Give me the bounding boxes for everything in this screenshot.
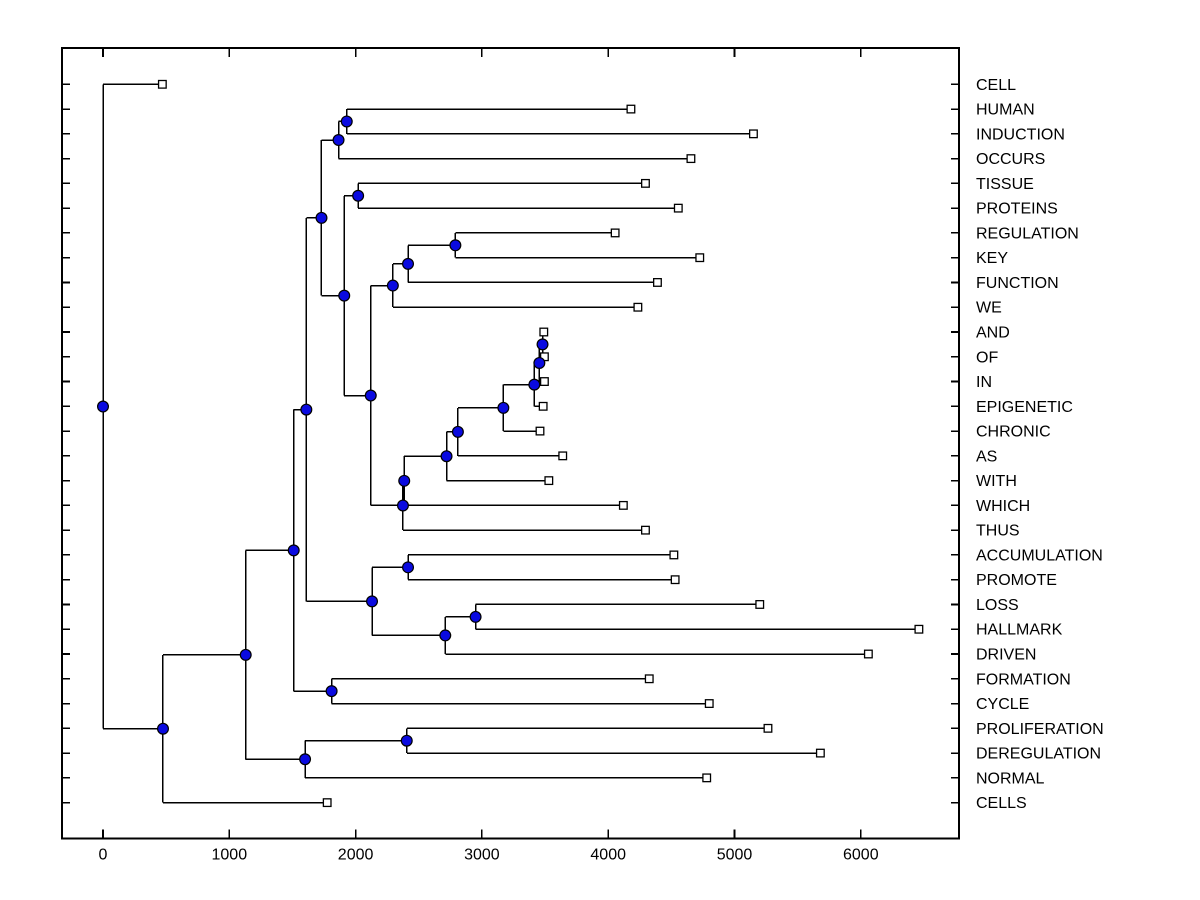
leaf-label-hallmark: HALLMARK xyxy=(976,622,1063,639)
leaf-marker-occurs xyxy=(686,154,696,164)
x-axis-tick-label: 5000 xyxy=(717,847,753,864)
leaf-label-cell: CELL xyxy=(976,77,1016,94)
leaf-marker-proteins xyxy=(673,203,683,213)
branch-node-marker xyxy=(440,450,453,463)
branch-node-marker xyxy=(156,722,169,735)
branch-node-marker xyxy=(299,753,312,766)
leaf-label-of: OF xyxy=(976,349,998,366)
leaf-marker-deregulation xyxy=(815,748,825,758)
branch-node-marker xyxy=(364,389,377,402)
leaf-marker-and xyxy=(539,327,549,337)
leaf-label-human: HUMAN xyxy=(976,102,1035,119)
leaf-marker-thus xyxy=(641,525,650,535)
leaf-label-in: IN xyxy=(976,374,992,391)
leaf-marker-regulation xyxy=(610,228,620,238)
leaf-marker-we xyxy=(633,302,643,312)
leaf-label-epigenetic: EPIGENETIC xyxy=(976,399,1073,416)
leaf-label-which: WHICH xyxy=(976,498,1030,515)
branch-node-marker xyxy=(451,425,464,438)
leaf-marker-chronic xyxy=(535,426,545,436)
plot-box xyxy=(61,47,960,840)
branch-node-marker xyxy=(402,561,415,574)
branch-node-marker xyxy=(398,474,411,487)
branch-node-marker xyxy=(400,734,413,747)
leaf-label-regulation: REGULATION xyxy=(976,225,1079,242)
leaf-marker-which xyxy=(618,500,628,510)
leaf-marker-human xyxy=(626,104,636,114)
x-axis-tick-label: 0 xyxy=(99,847,108,864)
branch-node-marker xyxy=(528,378,541,391)
leaf-marker-formation xyxy=(644,674,654,684)
leaf-label-accumulation: ACCUMULATION xyxy=(976,547,1103,564)
leaf-label-as: AS xyxy=(976,448,997,465)
leaf-marker-function xyxy=(653,278,662,287)
branch-node-marker xyxy=(533,356,546,369)
x-axis-tick-label: 1000 xyxy=(212,847,248,864)
branch-node-marker xyxy=(449,239,462,252)
leaf-label-induction: INDUCTION xyxy=(976,126,1065,143)
leaf-marker-key xyxy=(695,253,705,263)
branch-node-marker xyxy=(96,400,109,413)
leaf-label-chronic: CHRONIC xyxy=(976,424,1051,441)
leaf-label-function: FUNCTION xyxy=(976,275,1059,292)
leaf-marker-as xyxy=(558,451,568,461)
x-axis-tick-label: 2000 xyxy=(338,847,374,864)
leaf-marker-proliferation xyxy=(763,723,773,733)
branch-node-marker xyxy=(340,115,353,128)
leaf-label-proliferation: PROLIFERATION xyxy=(976,721,1104,738)
branch-node-marker xyxy=(352,189,365,202)
leaf-label-cells: CELLS xyxy=(976,795,1027,812)
branch-node-marker xyxy=(439,629,452,642)
branch-node-marker xyxy=(396,499,409,512)
x-axis-tick-label: 6000 xyxy=(843,847,879,864)
leaf-marker-normal xyxy=(702,773,712,783)
x-axis-tick-label: 3000 xyxy=(464,847,500,864)
branch-node-marker xyxy=(469,610,482,623)
leaf-label-deregulation: DEREGULATION xyxy=(976,746,1101,763)
branch-node-marker xyxy=(325,685,338,698)
leaf-label-normal: NORMAL xyxy=(976,770,1045,787)
leaf-marker-with xyxy=(544,476,554,486)
leaf-marker-cell xyxy=(157,79,167,89)
leaf-label-tissue: TISSUE xyxy=(976,176,1034,193)
leaf-label-promote: PROMOTE xyxy=(976,572,1057,589)
branch-node-marker xyxy=(287,544,300,557)
branch-node-marker xyxy=(536,338,549,351)
leaf-label-key: KEY xyxy=(976,250,1008,267)
leaf-marker-cycle xyxy=(704,699,714,708)
leaf-marker-tissue xyxy=(641,178,650,188)
x-axis-tick-label: 4000 xyxy=(590,847,626,864)
leaf-label-thus: THUS xyxy=(976,523,1020,540)
leaf-marker-induction xyxy=(748,129,758,139)
branch-node-marker xyxy=(366,595,379,608)
leaf-marker-loss xyxy=(755,600,765,609)
branch-node-marker xyxy=(239,648,252,661)
leaf-label-cycle: CYCLE xyxy=(976,696,1029,713)
branch-node-marker xyxy=(386,279,399,292)
leaf-marker-accumulation xyxy=(669,550,679,560)
branch-node-marker xyxy=(300,403,313,416)
branch-node-marker xyxy=(402,257,415,270)
leaf-marker-driven xyxy=(863,649,873,659)
branch-node-marker xyxy=(338,289,351,302)
leaf-label-formation: FORMATION xyxy=(976,671,1071,688)
leaf-marker-in xyxy=(539,377,549,386)
leaf-marker-promote xyxy=(670,575,680,585)
leaf-label-and: AND xyxy=(976,325,1010,342)
branch-node-marker xyxy=(332,134,345,147)
branch-node-marker xyxy=(315,211,328,224)
leaf-label-we: WE xyxy=(976,300,1002,317)
leaf-label-proteins: PROTEINS xyxy=(976,201,1058,218)
branch-node-marker xyxy=(497,401,510,414)
leaf-marker-cells xyxy=(322,798,332,808)
leaf-label-with: WITH xyxy=(976,473,1017,490)
leaf-label-driven: DRIVEN xyxy=(976,647,1036,664)
leaf-label-loss: LOSS xyxy=(976,597,1019,614)
leaf-marker-hallmark xyxy=(914,624,924,634)
leaf-marker-epigenetic xyxy=(538,401,548,411)
leaf-label-occurs: OCCURS xyxy=(976,151,1045,168)
